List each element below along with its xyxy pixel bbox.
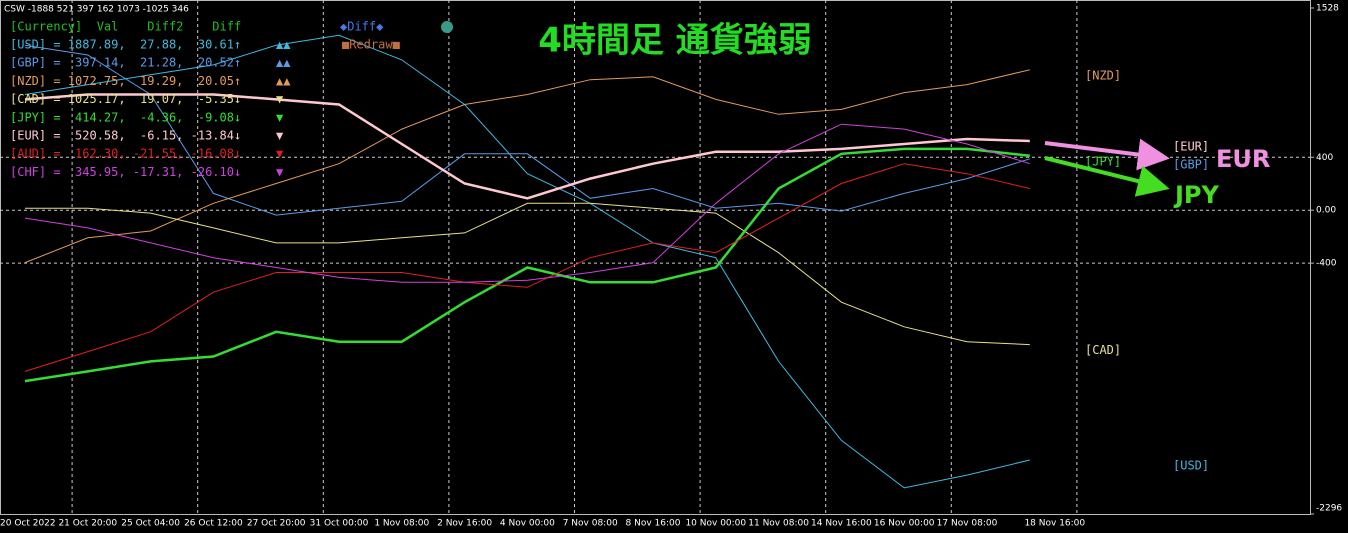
- table-row: [CAD] = 1025.17, 19.07, -5.35↓: [10, 92, 241, 106]
- series-end-label: [EUR]: [1173, 139, 1209, 153]
- arrow: [1044, 138, 1170, 171]
- status-dot: [441, 21, 453, 33]
- y-tick-label: -2296: [1316, 504, 1342, 514]
- table-row: [USD] = 1887.89, 27.88, 30.61↑: [10, 38, 241, 52]
- x-tick-label: 4 Nov 00:00: [500, 519, 555, 529]
- annotation: EUR: [1216, 145, 1270, 173]
- indicator-header: CSW -1888 521 397 162 1073 -1025 346: [4, 5, 189, 15]
- y-tick-label: 400: [1316, 153, 1333, 163]
- x-tick-label: 10 Nov 00:00: [685, 519, 746, 529]
- series-end-label: [GBP]: [1173, 157, 1209, 171]
- table-row: [NZD] = 1072.75, 19.29, 20.05↑: [10, 74, 241, 88]
- table-row: [AUD] = 162.30, -21.55, -16.08↓: [10, 147, 241, 161]
- series-line: [24, 34, 1030, 489]
- series-line: [24, 163, 1030, 372]
- x-tick-label: 1 Nov 08:00: [374, 519, 429, 529]
- x-tick-label: 14 Nov 16:00: [811, 519, 872, 529]
- x-tick-label: 25 Oct 04:00: [121, 519, 180, 529]
- series-end-label: [USD]: [1173, 459, 1209, 473]
- signal: ▼: [276, 165, 284, 179]
- x-tick-label: 21 Oct 20:00: [58, 519, 117, 529]
- x-tick-label: 27 Oct 20:00: [247, 519, 306, 529]
- signal: ▲▲: [276, 56, 291, 70]
- y-tick-label: -400: [1316, 259, 1337, 269]
- x-tick-label: 11 Nov 08:00: [748, 519, 809, 529]
- x-tick-label: 17 Nov 08:00: [937, 519, 998, 529]
- x-tick-label: 2 Nov 16:00: [437, 519, 492, 529]
- signal: ▼: [276, 92, 284, 106]
- series-line: [24, 147, 1030, 383]
- y-tick-label: 0.00: [1316, 206, 1336, 216]
- series-end-label: [JPY]: [1085, 154, 1121, 168]
- chart-title: 4時間足 通貨強弱: [538, 21, 812, 61]
- table-row: [EUR] = 520.58, -6.15, -13.84↓: [10, 129, 241, 143]
- x-tick-label: 20 Oct 2022: [0, 519, 56, 529]
- series-line: [24, 123, 1030, 283]
- signal: ▲▲: [276, 74, 291, 88]
- signal: ▼: [276, 110, 284, 124]
- x-tick-label: 18 Nov 16:00: [1024, 519, 1085, 529]
- y-tick-label: 1528: [1316, 4, 1339, 14]
- table-header: [Currency] Val Diff2 Diff: [10, 20, 241, 34]
- x-tick-label: 7 Nov 08:00: [563, 519, 618, 529]
- series-end-label: [NZD]: [1085, 68, 1121, 82]
- x-tick-label: 16 Nov 00:00: [874, 519, 935, 529]
- overlay: CSW -1888 521 397 162 1073 -1025 346 4時間…: [0, 4, 1342, 529]
- series-line: [24, 44, 1030, 216]
- arrow: [1044, 156, 1170, 197]
- control-button[interactable]: ◆Diff◆: [340, 20, 384, 34]
- signal: ▼: [276, 147, 284, 161]
- series-line: [25, 202, 1030, 346]
- signal: ▲▲: [276, 38, 291, 52]
- x-tick-label: 31 Oct 00:00: [310, 519, 369, 529]
- x-tick-label: 8 Nov 16:00: [626, 519, 681, 529]
- series-lines: [24, 34, 1030, 489]
- plot-frame: [0, 0, 1311, 515]
- series-line: [24, 69, 1030, 264]
- control-button[interactable]: ■Redraw■: [342, 38, 401, 52]
- x-tick-label: 26 Oct 12:00: [184, 519, 243, 529]
- series-end-label: [CAD]: [1085, 343, 1121, 357]
- series-line: [24, 93, 1030, 200]
- grid: [0, 0, 1314, 515]
- table-row: [CHF] = 345.95, -17.31, -26.10↓: [10, 165, 241, 179]
- annotation: JPY: [1173, 181, 1220, 209]
- signal: ▼: [276, 129, 284, 143]
- table-row: [JPY] = 414.27, -4.36, -9.08↓: [10, 110, 241, 124]
- table-row: [GBP] = 397.14, 21.28, 20.52↑: [10, 56, 241, 70]
